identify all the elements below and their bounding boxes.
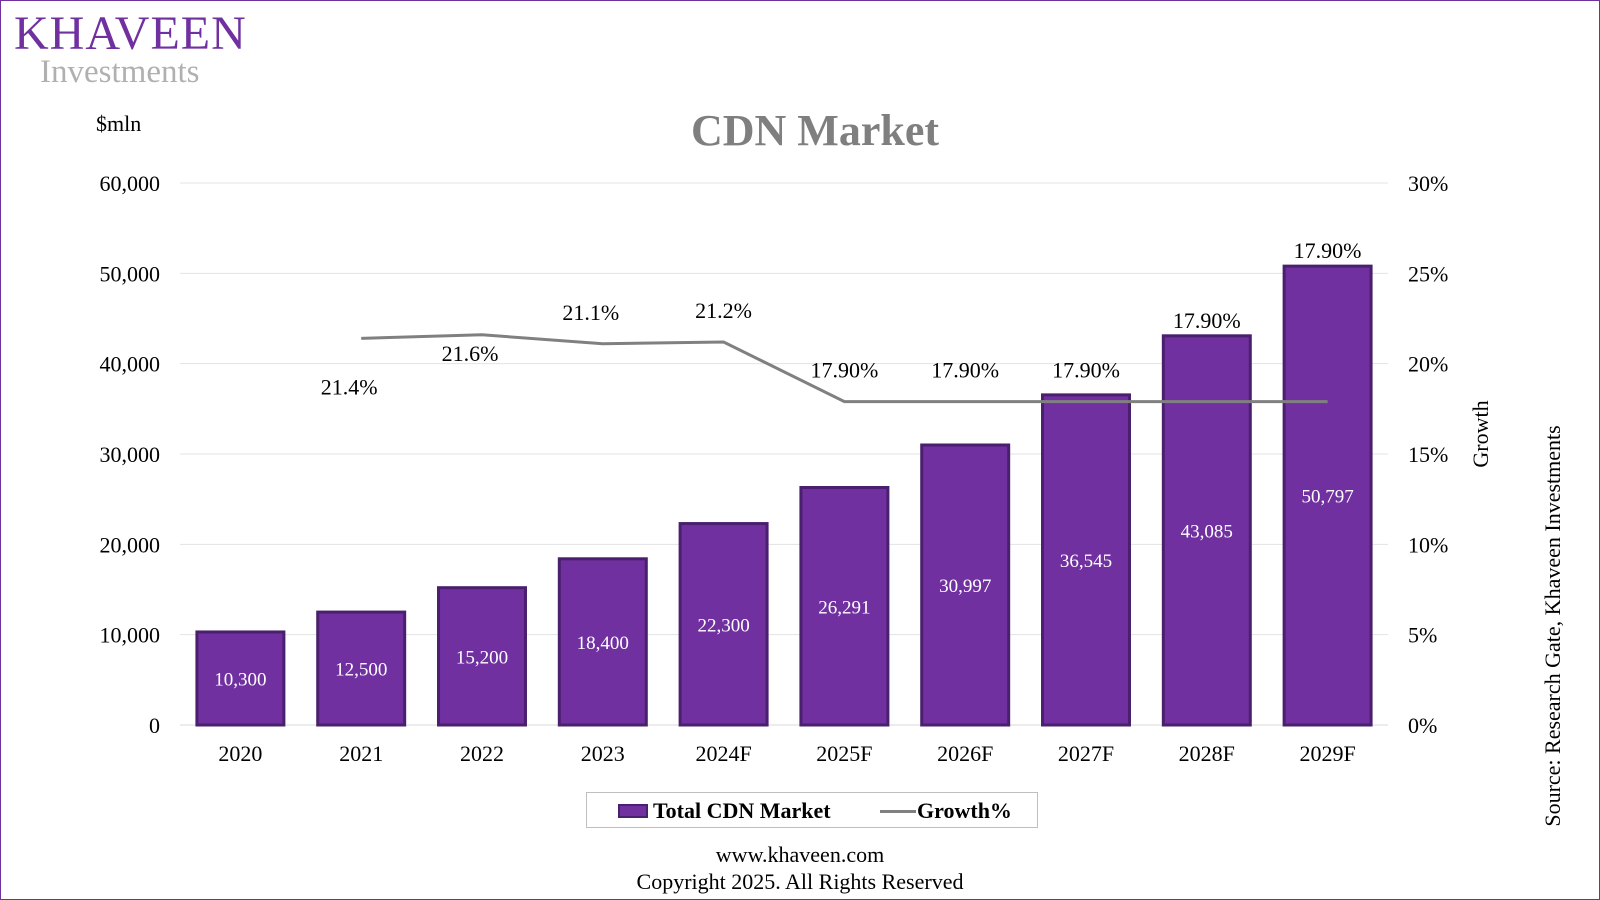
x-tick-label: 2028F — [1179, 741, 1235, 766]
legend-label-growth: Growth% — [917, 798, 1012, 823]
y2-tick-label: 5% — [1408, 623, 1437, 648]
growth-value-label: 21.2% — [695, 298, 752, 323]
growth-value-label: 17.90% — [1294, 238, 1362, 263]
bar — [1282, 264, 1373, 727]
y-tick-label: 30,000 — [100, 442, 161, 467]
source-note: Source: Research Gate, Khaveen Investmen… — [1540, 425, 1565, 826]
x-tick-label: 2026F — [937, 741, 993, 766]
bar-value-label: 26,291 — [818, 597, 870, 618]
y-tick-label: 50,000 — [100, 261, 161, 286]
growth-series — [361, 333, 1328, 404]
y2-tick-label: 15% — [1408, 442, 1448, 467]
y2-tick-label: 25% — [1408, 261, 1448, 286]
y2-tick-label: 20% — [1408, 352, 1448, 377]
y-tick-label: 20,000 — [100, 532, 161, 557]
growth-value-label: 17.90% — [931, 358, 999, 383]
bar-series — [195, 264, 1373, 727]
bar-value-label: 36,545 — [1060, 551, 1112, 572]
bar-value-label: 50,797 — [1301, 487, 1353, 508]
x-tick-label: 2029F — [1299, 741, 1355, 766]
legend-line-swatch — [880, 810, 916, 813]
bar — [316, 610, 407, 727]
y2-axis-label: Growth — [1468, 400, 1493, 467]
y2-tick-label: 30% — [1408, 171, 1448, 196]
x-tick-label: 2020 — [218, 741, 262, 766]
axis-ticks: 0 10,000 20,000 30,000 40,000 50,000 60,000 0% 5… — [100, 171, 1449, 766]
legend: Total CDN Market Growth% — [586, 792, 1038, 828]
brand-logo: KHAVEEN — [14, 7, 247, 60]
brand-tagline: Investments — [40, 54, 200, 90]
x-tick-label: 2022 — [460, 741, 504, 766]
bar-value-label: 30,997 — [939, 576, 991, 597]
chart-title: CDN Market — [691, 106, 939, 155]
x-tick-label: 2024F — [695, 741, 751, 766]
bar-value-label: 22,300 — [697, 615, 749, 636]
legend-label-total-cdn-market: Total CDN Market — [653, 798, 831, 823]
growth-value-label: 17.90% — [1173, 308, 1241, 333]
growth-value-label: 21.4% — [321, 374, 378, 399]
growth-value-label: 21.6% — [442, 341, 499, 366]
bar — [195, 630, 286, 727]
bar — [799, 486, 890, 727]
growth-value-label: 21.1% — [562, 300, 619, 325]
bar-value-label: 18,400 — [577, 633, 629, 654]
x-tick-label: 2025F — [816, 741, 872, 766]
x-tick-label: 2023 — [581, 741, 625, 766]
x-tick-label: 2027F — [1058, 741, 1114, 766]
footer-url: www.khaveen.com — [715, 842, 885, 867]
bar — [678, 522, 769, 727]
y2-tick-label: 0% — [1408, 713, 1437, 738]
bar-value-label: 15,200 — [456, 647, 508, 668]
legend-bar-swatch — [618, 804, 648, 818]
data-labels: 10,300 12,500 15,200 18,400 22,300 26,291 30,9… — [214, 238, 1361, 690]
y-axis-label: $mln — [96, 111, 141, 136]
y2-tick-label: 10% — [1408, 532, 1448, 557]
footer-copyright: Copyright 2025. All Rights Reserved — [636, 869, 964, 894]
bar — [920, 443, 1011, 727]
growth-value-label: 17.90% — [810, 358, 878, 383]
growth-value-label: 17.90% — [1052, 358, 1120, 383]
growth-line — [361, 333, 1328, 404]
y-tick-label: 10,000 — [100, 623, 161, 648]
y-tick-label: 60,000 — [100, 171, 161, 196]
bar — [437, 586, 527, 727]
bar-value-label: 12,500 — [335, 660, 387, 681]
bar-value-label: 10,300 — [214, 669, 266, 690]
x-tick-label: 2021 — [339, 741, 383, 766]
y-tick-label: 0 — [149, 713, 160, 738]
bar — [1041, 393, 1131, 727]
bar-value-label: 43,085 — [1181, 521, 1233, 542]
bar — [557, 557, 648, 727]
y-tick-label: 40,000 — [100, 352, 161, 377]
